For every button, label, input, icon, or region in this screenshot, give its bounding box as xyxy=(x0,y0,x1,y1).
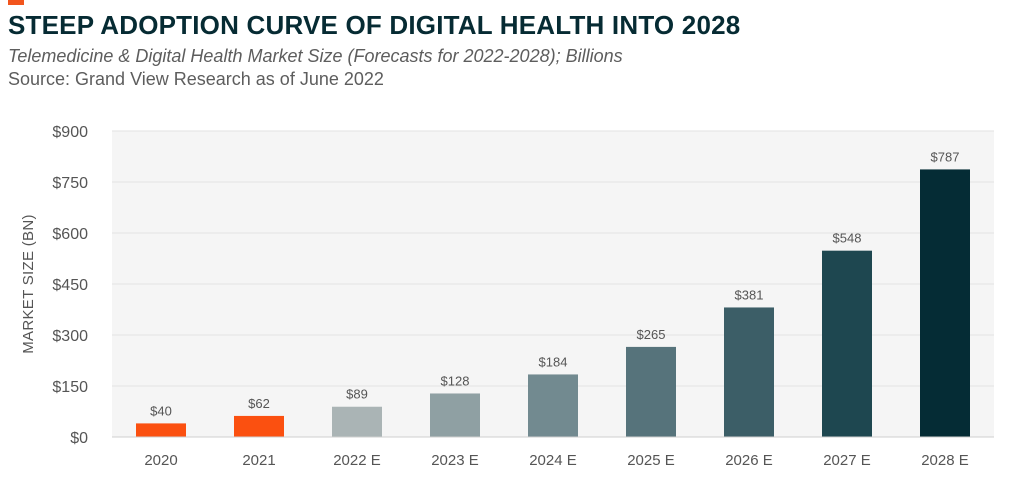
x-tick-label: 2026 E xyxy=(725,452,773,469)
bar-value-label: $128 xyxy=(441,373,470,388)
x-tick-label: 2021 xyxy=(242,452,275,469)
y-tick-label: $450 xyxy=(52,277,88,294)
source-note: Source: Grand View Research as of June 2… xyxy=(8,69,384,89)
bar xyxy=(626,346,676,437)
y-tick-label: $600 xyxy=(52,226,88,243)
bar-value-label: $184 xyxy=(539,354,568,369)
x-tick-label: 2023 E xyxy=(431,452,479,469)
bar-value-label: $40 xyxy=(150,403,172,418)
bar xyxy=(332,406,382,437)
x-tick-label: 2025 E xyxy=(627,452,675,469)
y-tick-label: $150 xyxy=(52,379,88,396)
chart-subtitle: Telemedicine & Digital Health Market Siz… xyxy=(8,46,623,66)
x-tick-label: 2024 E xyxy=(529,452,577,469)
bar xyxy=(822,250,872,437)
bar-value-label: $265 xyxy=(637,327,666,342)
bar-value-label: $548 xyxy=(833,231,862,246)
chart-title: STEEP ADOPTION CURVE OF DIGITAL HEALTH I… xyxy=(8,10,741,40)
y-tick-label: $900 xyxy=(52,124,88,141)
x-tick-label: 2028 E xyxy=(921,452,969,469)
bar xyxy=(724,307,774,437)
x-tick-label: 2022 E xyxy=(333,452,381,469)
bar xyxy=(234,415,284,437)
y-axis-label: MARKET SIZE (BN) xyxy=(20,214,37,354)
bar-value-label: $787 xyxy=(931,149,960,164)
bar-value-label: $381 xyxy=(735,287,764,302)
accent-mark xyxy=(8,0,24,5)
bar xyxy=(136,423,186,437)
bar xyxy=(528,374,578,437)
y-tick-label: $0 xyxy=(70,430,88,447)
x-tick-label: 2020 xyxy=(144,452,177,469)
y-tick-label: $750 xyxy=(52,175,88,192)
bar xyxy=(430,393,480,437)
y-tick-label: $300 xyxy=(52,328,88,345)
bar-value-label: $89 xyxy=(346,387,368,402)
x-tick-label: 2027 E xyxy=(823,452,871,469)
bar xyxy=(920,169,970,438)
bar-value-label: $62 xyxy=(248,396,270,411)
